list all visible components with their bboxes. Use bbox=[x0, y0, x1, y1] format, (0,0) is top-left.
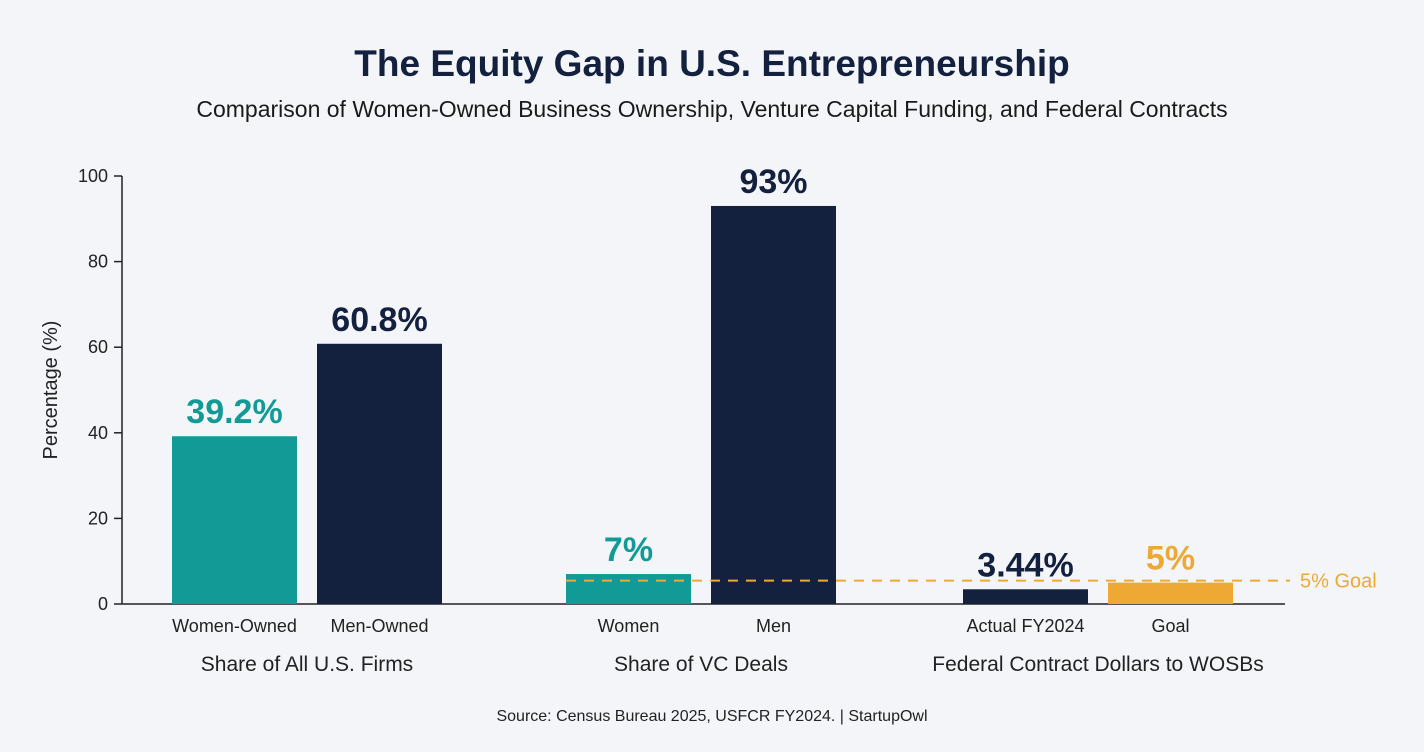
bar-goal bbox=[1108, 582, 1233, 604]
data-label: 3.44% bbox=[977, 546, 1073, 584]
x-tick-label: Men bbox=[756, 616, 791, 636]
y-tick-label: 20 bbox=[88, 508, 108, 528]
data-label: 93% bbox=[739, 163, 807, 201]
x-tick-label: Women-Owned bbox=[172, 616, 297, 636]
x-tick-label: Men-Owned bbox=[330, 616, 428, 636]
data-label: 60.8% bbox=[331, 301, 427, 339]
data-label: 7% bbox=[604, 531, 653, 569]
bar-women bbox=[566, 574, 691, 604]
data-label: 5% bbox=[1146, 540, 1195, 578]
bar-women-owned bbox=[172, 436, 297, 604]
data-label: 39.2% bbox=[186, 393, 282, 431]
chart-subtitle: Comparison of Women-Owned Business Owner… bbox=[196, 96, 1227, 122]
y-tick-label: 60 bbox=[88, 337, 108, 357]
source-note: Source: Census Bureau 2025, USFCR FY2024… bbox=[496, 708, 927, 725]
goal-line-label: 5% Goal bbox=[1300, 571, 1377, 593]
y-axis-label: Percentage (%) bbox=[40, 321, 62, 460]
bar-men bbox=[711, 205, 836, 604]
x-tick-label: Actual FY2024 bbox=[966, 616, 1084, 636]
y-tick-label: 100 bbox=[78, 166, 108, 186]
bar-actual-fy2024 bbox=[963, 589, 1088, 604]
group-label: Federal Contract Dollars to WOSBs bbox=[932, 653, 1263, 676]
chart-title: The Equity Gap in U.S. Entrepreneurship bbox=[354, 43, 1069, 84]
y-tick-label: 40 bbox=[88, 423, 108, 443]
group-label: Share of VC Deals bbox=[614, 653, 788, 676]
x-tick-label: Women bbox=[598, 616, 660, 636]
x-tick-label: Goal bbox=[1151, 616, 1189, 636]
y-tick-label: 0 bbox=[98, 594, 108, 614]
y-tick-label: 80 bbox=[88, 252, 108, 272]
group-label: Share of All U.S. Firms bbox=[201, 653, 413, 676]
bar-men-owned bbox=[317, 343, 442, 604]
